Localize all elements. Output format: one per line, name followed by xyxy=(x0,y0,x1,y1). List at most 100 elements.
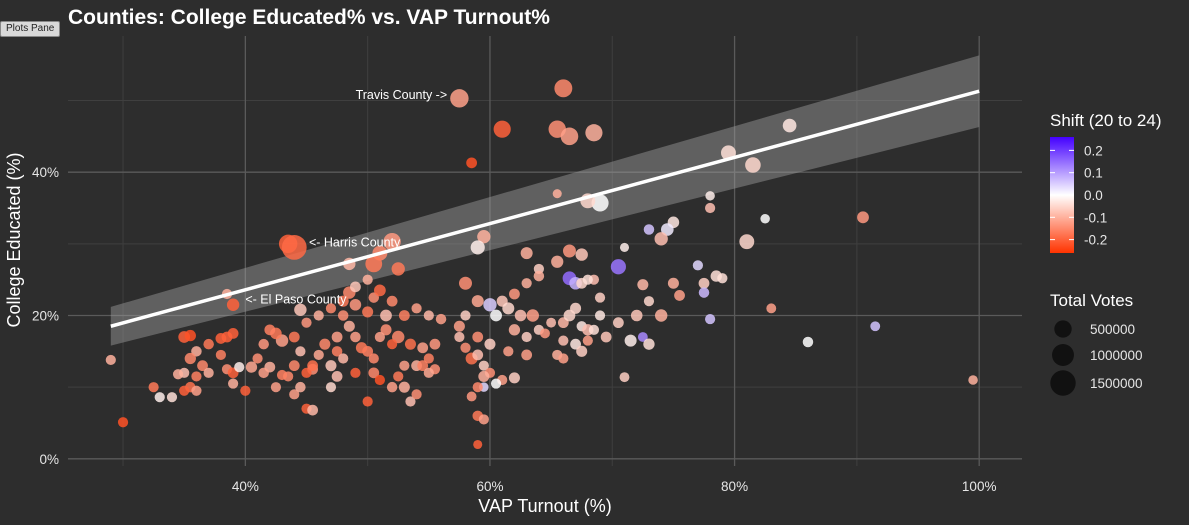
size-legend-swatch xyxy=(1052,344,1074,366)
county-point xyxy=(453,320,465,332)
county-point xyxy=(331,346,343,357)
county-point xyxy=(643,338,655,350)
color-legend-tick-label: -0.1 xyxy=(1084,210,1107,225)
county-point xyxy=(493,120,511,138)
county-point xyxy=(355,342,368,354)
county-point xyxy=(215,333,227,344)
color-legend-tick-label: 0.0 xyxy=(1084,188,1103,203)
county-point xyxy=(478,370,490,382)
county-point xyxy=(386,295,398,307)
county-point xyxy=(471,295,484,308)
county-point xyxy=(417,342,429,354)
plot-area: Travis County -> <- Harris County <- El Pa… xyxy=(68,36,1022,466)
county-point xyxy=(383,232,401,251)
plots-pane-tab[interactable]: Plots Pane xyxy=(0,21,61,37)
county-point xyxy=(203,367,214,378)
county-point xyxy=(362,306,374,318)
size-legend: Total Votes 500000 1000000 1500000 xyxy=(1050,291,1143,396)
county-point xyxy=(331,331,343,343)
county-point xyxy=(197,360,208,372)
county-point xyxy=(179,385,190,396)
county-point xyxy=(654,232,668,246)
county-point xyxy=(521,278,532,289)
county-point xyxy=(301,317,312,328)
county-point xyxy=(637,332,648,342)
county-point xyxy=(405,396,416,407)
county-point xyxy=(637,279,649,291)
x-axis-ticks: 40% 60% 80% 100% xyxy=(232,479,997,494)
county-point xyxy=(503,346,514,357)
county-point xyxy=(295,381,306,393)
county-point xyxy=(368,367,380,379)
county-point xyxy=(554,79,573,98)
county-point xyxy=(570,338,581,350)
county-point xyxy=(362,274,373,285)
county-point xyxy=(473,439,483,450)
annotation-layer: Travis County -> <- Harris County <- El Pa… xyxy=(245,88,447,307)
size-legend-swatch xyxy=(1050,370,1076,396)
county-point xyxy=(258,338,269,350)
county-point xyxy=(184,352,196,365)
county-point xyxy=(105,354,116,366)
county-point xyxy=(393,371,404,382)
county-point xyxy=(968,375,978,385)
county-point xyxy=(374,374,385,386)
county-point xyxy=(521,331,532,343)
county-point xyxy=(391,262,405,276)
county-point xyxy=(325,303,337,314)
x-tick-label: 80% xyxy=(721,479,748,494)
county-point xyxy=(459,276,472,290)
county-point xyxy=(521,349,533,361)
county-point xyxy=(270,382,282,393)
county-point xyxy=(560,127,579,146)
y-axis-ticks: 0% 20% 40% xyxy=(32,165,59,467)
county-point xyxy=(466,391,477,402)
county-point xyxy=(411,303,422,314)
county-point xyxy=(558,353,569,364)
county-point xyxy=(294,303,307,316)
county-point xyxy=(508,324,521,336)
county-point xyxy=(191,371,202,382)
y-tick-label: 0% xyxy=(39,452,59,467)
county-point xyxy=(472,349,484,361)
county-point xyxy=(460,310,471,321)
county-point xyxy=(502,302,515,315)
county-point xyxy=(610,259,626,275)
county-point xyxy=(191,385,202,396)
county-point xyxy=(319,338,331,350)
county-point xyxy=(350,367,361,378)
county-point xyxy=(643,224,655,235)
county-point xyxy=(398,381,410,393)
county-point xyxy=(643,296,655,307)
county-point xyxy=(450,89,469,108)
county-point xyxy=(594,310,606,321)
county-point xyxy=(705,313,716,325)
color-legend-ticks: 0.2 0.1 0.0 -0.1 -0.2 xyxy=(1050,143,1107,248)
county-point xyxy=(526,309,539,322)
county-point xyxy=(337,295,349,307)
county-point xyxy=(307,360,319,372)
county-point xyxy=(667,277,679,289)
county-point xyxy=(661,223,674,236)
county-point xyxy=(288,360,300,372)
county-point xyxy=(154,392,165,403)
county-point xyxy=(337,310,349,321)
county-point xyxy=(552,189,562,199)
y-axis-label: College Educated (%) xyxy=(4,152,24,327)
county-point xyxy=(760,213,770,224)
county-annotation: <- El Paso County xyxy=(245,293,347,307)
county-point xyxy=(435,313,447,325)
county-point xyxy=(509,288,520,300)
county-point xyxy=(313,349,324,361)
county-point xyxy=(630,309,643,322)
color-legend-tick-label: 0.2 xyxy=(1084,143,1103,158)
county-point xyxy=(478,360,489,371)
county-point xyxy=(624,334,637,347)
size-legend-label: 500000 xyxy=(1090,322,1135,337)
county-point xyxy=(374,331,385,343)
county-point xyxy=(423,310,434,321)
county-point xyxy=(533,263,544,275)
county-point xyxy=(234,362,245,373)
county-point xyxy=(172,369,184,380)
county-point xyxy=(558,335,569,346)
